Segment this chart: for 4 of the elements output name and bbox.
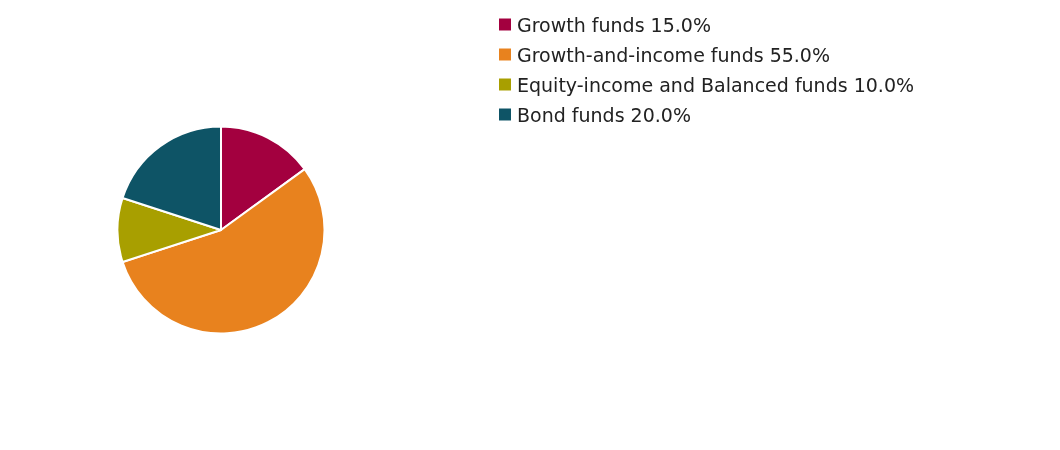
legend-label: Equity-income and Balanced funds 10.0% xyxy=(517,73,915,96)
legend-label: Growth-and-income funds 55.0% xyxy=(517,43,830,66)
legend-label: Growth funds 15.0% xyxy=(517,13,711,36)
legend-label: Bond funds 20.0% xyxy=(517,103,691,126)
